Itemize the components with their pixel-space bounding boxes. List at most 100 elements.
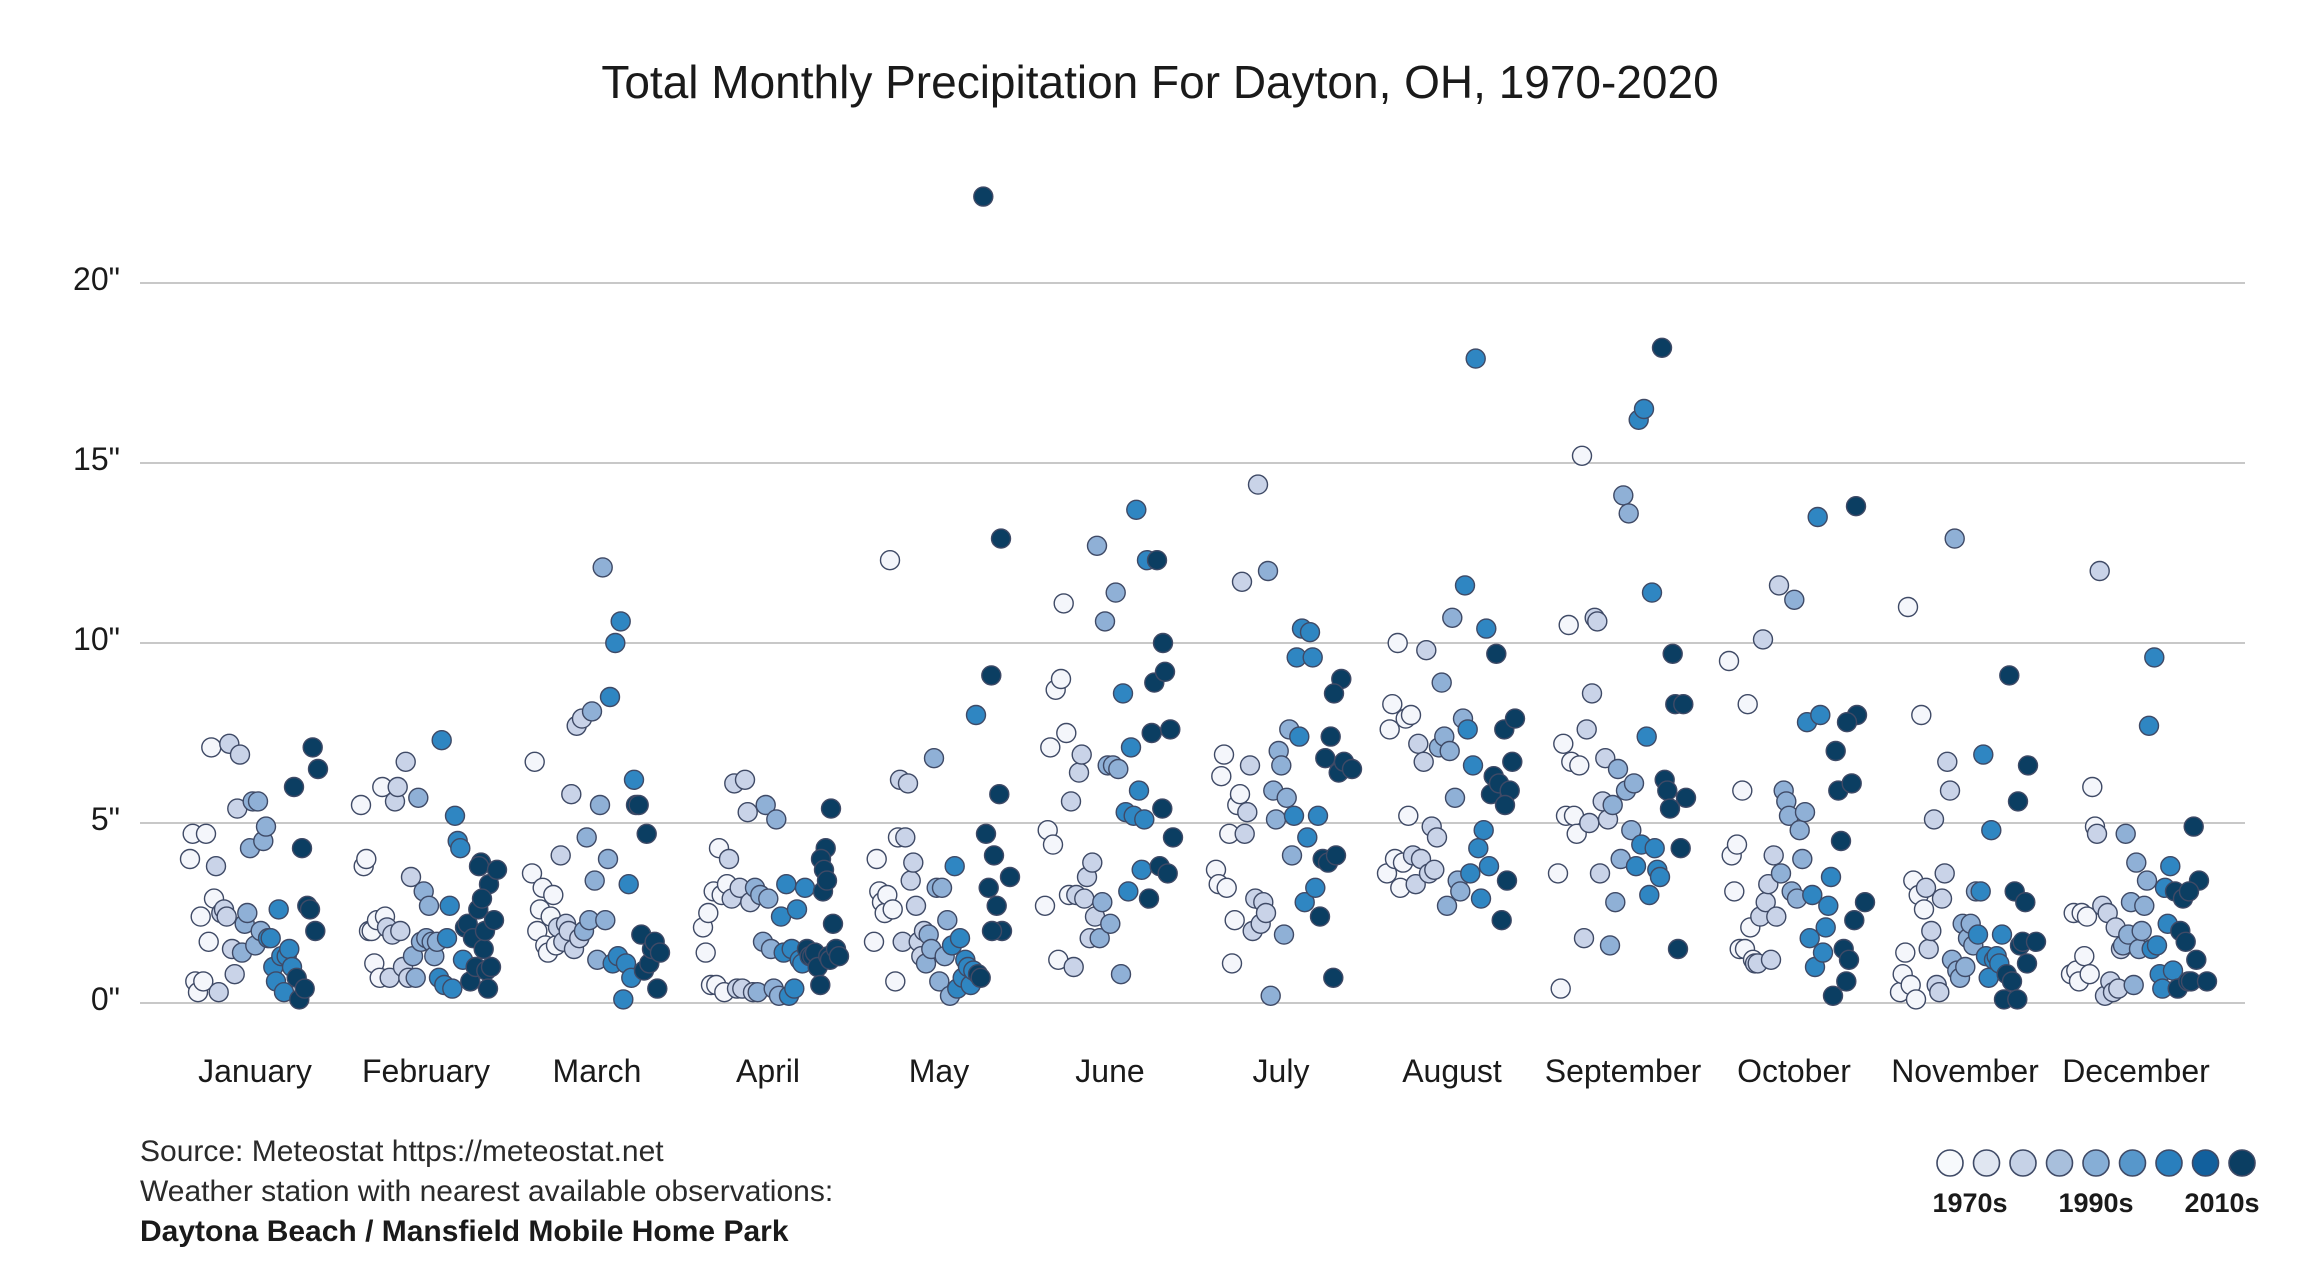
data-point [1305, 877, 1326, 898]
y-tick-label: 15" [73, 441, 120, 477]
data-point [2089, 560, 2110, 582]
data-point [1405, 874, 1426, 895]
data-point [649, 942, 671, 963]
data-point [895, 827, 916, 848]
data-point [1675, 787, 1697, 808]
data-point [1068, 762, 1090, 783]
data-point [1923, 809, 1945, 830]
data-point [1141, 722, 1162, 744]
data-point [1424, 859, 1445, 880]
data-point [576, 827, 597, 848]
y-tick-label: 10" [73, 621, 120, 657]
data-point [1822, 985, 1844, 1006]
data-point [1094, 611, 1116, 632]
data-point [1636, 726, 1657, 747]
data-point [1944, 528, 1965, 549]
data-point [1283, 805, 1305, 826]
data-point [1255, 902, 1277, 924]
data-point [623, 769, 645, 790]
data-point [1056, 722, 1077, 744]
data-point [734, 769, 756, 790]
data-point [1457, 719, 1478, 740]
x-tick-label: July [1253, 1053, 1310, 1089]
data-point [405, 967, 426, 988]
data-point [1931, 888, 1953, 909]
data-point [2126, 852, 2147, 873]
data-point [931, 877, 953, 898]
data-point [2123, 974, 2144, 996]
data-point [882, 899, 903, 920]
data-point [1794, 802, 1816, 823]
data-point [1260, 985, 1281, 1006]
legend-label: 2010s [2184, 1188, 2259, 1218]
data-point [205, 856, 227, 877]
data-point [1460, 863, 1481, 884]
data-point [193, 971, 214, 992]
data-point [1154, 661, 1176, 682]
data-point [1239, 755, 1261, 776]
data-point [1325, 845, 1347, 866]
data-point [483, 910, 505, 931]
data-point [255, 816, 277, 837]
data-point [1247, 474, 1269, 495]
data-point [2136, 870, 2158, 891]
source-note: Source: Meteostat https://meteostat.net [140, 1135, 664, 1168]
data-point [1905, 989, 1927, 1010]
data-point [1558, 614, 1579, 636]
data-point [1408, 733, 1429, 754]
data-point [1053, 593, 1074, 614]
data-point [260, 928, 281, 949]
data-point [1213, 744, 1235, 765]
data-point [1436, 895, 1458, 916]
data-point [1937, 751, 1958, 772]
data-point [1302, 647, 1323, 668]
data-point [1297, 827, 1318, 848]
data-point [1152, 632, 1174, 654]
data-point [599, 686, 621, 708]
data-point [1752, 629, 1774, 650]
data-point [1724, 881, 1745, 902]
data-point [900, 870, 921, 891]
data-point [970, 967, 991, 988]
legend-label: 1990s [2058, 1188, 2133, 1218]
data-point [1416, 640, 1437, 661]
data-point [208, 982, 229, 1003]
data-point [524, 751, 545, 772]
data-point [450, 838, 471, 859]
legend-swatch [1936, 1149, 1964, 1177]
data-point [1934, 863, 1955, 884]
data-point [1382, 694, 1403, 715]
y-tick-label: 0" [91, 981, 120, 1017]
data-point [2175, 931, 2196, 952]
x-tick-label: February [362, 1053, 490, 1089]
legend-swatch [2228, 1149, 2256, 1177]
data-point [294, 978, 315, 999]
data-point [2178, 881, 2200, 902]
data-point [2138, 715, 2160, 736]
data-point [1040, 737, 1061, 758]
data-point [1625, 856, 1647, 877]
data-point [237, 902, 258, 924]
data-point [1131, 859, 1152, 880]
data-point [2134, 895, 2155, 916]
data-point [766, 809, 787, 830]
data-point [1657, 780, 1678, 801]
data-point [190, 906, 211, 927]
data-point [1807, 506, 1828, 528]
x-tick-label: March [553, 1053, 642, 1089]
station-name: Daytona Beach / Mansfield Mobile Home Pa… [140, 1215, 789, 1248]
data-point [990, 528, 1012, 549]
data-point [247, 791, 269, 812]
data-point [201, 737, 222, 758]
data-point [1921, 920, 1942, 942]
data-point [2115, 823, 2136, 844]
data-point [1911, 704, 1932, 726]
data-point [1086, 535, 1108, 556]
legend-swatch [1972, 1149, 2001, 1177]
data-point [695, 942, 716, 963]
data-point [279, 938, 300, 960]
data-point [1820, 866, 1842, 888]
data-point [1799, 928, 1820, 949]
data-point [1844, 910, 1865, 931]
data-point [810, 974, 831, 996]
